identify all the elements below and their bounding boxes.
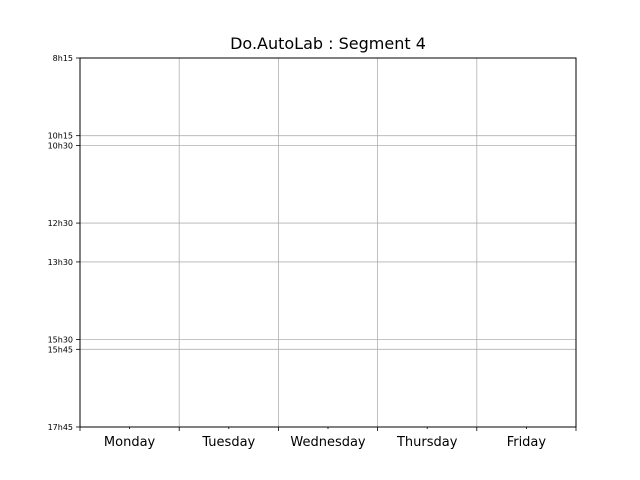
y-tick-label: 12h30 (48, 219, 73, 228)
day-label-thursday: Thursday (396, 435, 458, 450)
y-tick-label: 15h45 (48, 345, 73, 354)
x-axis-ticks: Monday Tuesday Wednesday Thursday Friday (79, 427, 577, 450)
day-label-monday: Monday (104, 435, 156, 450)
y-tick-label: 15h30 (48, 336, 73, 345)
grid-layer (80, 58, 576, 427)
day-label-tuesday: Tuesday (201, 435, 255, 450)
plot-frame (79, 57, 577, 428)
y-tick-label: 10h15 (48, 132, 73, 141)
y-tick-label: 8h15 (53, 54, 73, 63)
y-tick-label: 13h30 (48, 258, 73, 267)
day-label-friday: Friday (507, 435, 547, 450)
chart-title: Do.AutoLab : Segment 4 (230, 34, 426, 53)
day-label-wednesday: Wednesday (290, 435, 366, 450)
y-tick-label: 17h45 (48, 423, 73, 432)
y-tick-label: 10h30 (48, 141, 73, 150)
